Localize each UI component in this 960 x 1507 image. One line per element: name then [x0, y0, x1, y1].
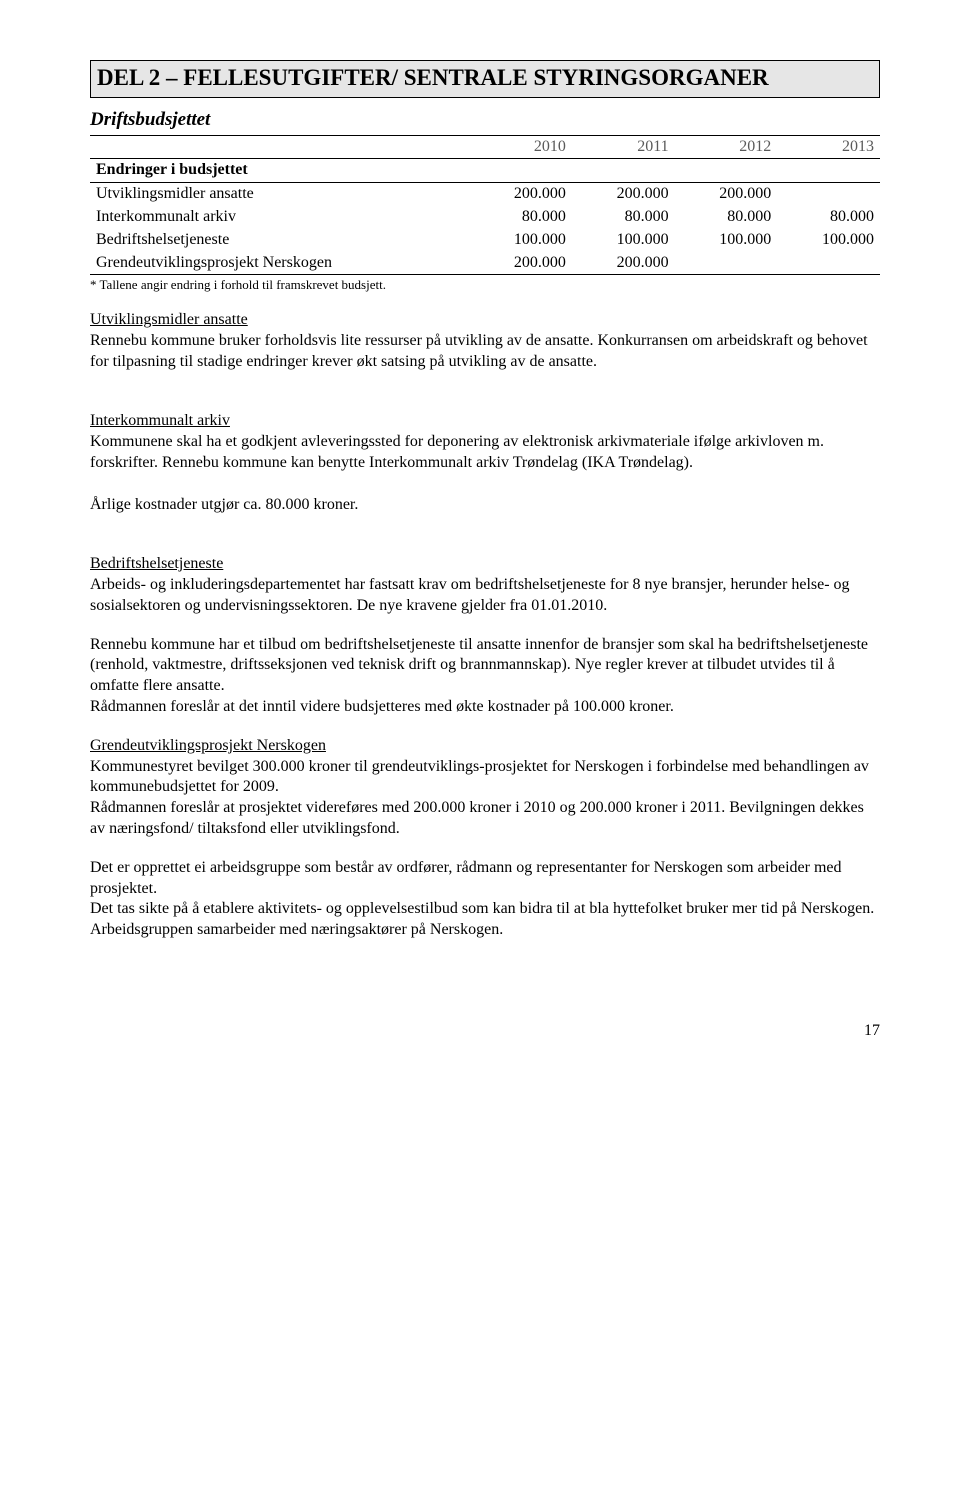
cell: 200.000 — [572, 252, 675, 275]
section-body: Kommunestyret bevilget 300.000 kroner ti… — [90, 758, 869, 796]
col-year: 2013 — [777, 135, 880, 159]
cell — [777, 252, 880, 275]
cell: 200.000 — [675, 183, 778, 206]
section-nerskogen: Grendeutviklingsprosjekt Nerskogen Kommu… — [90, 736, 880, 798]
section-body: Kommunene skal ha et godkjent avlevering… — [90, 433, 824, 471]
section-heading: Bedriftshelsetjeneste — [90, 554, 880, 575]
section-body: Rådmannen foreslår at det inntil videre … — [90, 697, 880, 718]
section-heading: Utviklingsmidler ansatte — [90, 310, 880, 331]
section-bedriftshelsetjeneste: Bedriftshelsetjeneste Arbeids- og inklud… — [90, 554, 880, 616]
cell: 200.000 — [572, 183, 675, 206]
section-body: Rådmannen foreslår at prosjektet videref… — [90, 798, 880, 840]
section-heading: Interkommunalt arkiv — [90, 411, 880, 432]
section-interkommunalt-arkiv: Interkommunalt arkiv Kommunene skal ha e… — [90, 411, 880, 473]
page-title: DEL 2 – FELLESUTGIFTER/ SENTRALE STYRING… — [97, 65, 769, 90]
col-year: 2011 — [572, 135, 675, 159]
cell: 100.000 — [469, 229, 572, 252]
table-header-row: 2010 2011 2012 2013 — [90, 135, 880, 159]
cell — [675, 252, 778, 275]
section-body: Rennebu kommune bruker forholdsvis lite … — [90, 332, 868, 370]
section-body: Arbeids- og inkluderingsdepartementet ha… — [90, 576, 850, 614]
table-row: Interkommunalt arkiv 80.000 80.000 80.00… — [90, 206, 880, 229]
section-body: Det er opprettet ei arbeidsgruppe som be… — [90, 858, 880, 900]
row-label: Interkommunalt arkiv — [90, 206, 469, 229]
col-year: 2010 — [469, 135, 572, 159]
cell: 100.000 — [572, 229, 675, 252]
table-row: Endringer i budsjettet — [90, 159, 880, 183]
table-footnote: * Tallene angir endring i forhold til fr… — [90, 277, 880, 294]
table-row: Bedriftshelsetjeneste 100.000 100.000 10… — [90, 229, 880, 252]
section-body: Det tas sikte på å etablere aktivitets- … — [90, 899, 880, 941]
page-number: 17 — [90, 1021, 880, 1042]
table-row: Grendeutviklingsprosjekt Nerskogen 200.0… — [90, 252, 880, 275]
budget-table: 2010 2011 2012 2013 Endringer i budsjett… — [90, 135, 880, 276]
cell: 80.000 — [675, 206, 778, 229]
endringer-label: Endringer i budsjettet — [90, 159, 469, 183]
cell: 200.000 — [469, 252, 572, 275]
table-row: Utviklingsmidler ansatte 200.000 200.000… — [90, 183, 880, 206]
cell — [777, 183, 880, 206]
subheading-driftsbudsjettet: Driftsbudsjettet — [90, 108, 880, 133]
section-heading: Grendeutviklingsprosjekt Nerskogen — [90, 736, 880, 757]
cell: 200.000 — [469, 183, 572, 206]
cell: 80.000 — [777, 206, 880, 229]
section-body: Årlige kostnader utgjør ca. 80.000 krone… — [90, 495, 880, 516]
section-body: Rennebu kommune har et tilbud om bedrift… — [90, 635, 880, 697]
title-box: DEL 2 – FELLESUTGIFTER/ SENTRALE STYRING… — [90, 60, 880, 98]
section-utviklingsmidler: Utviklingsmidler ansatte Rennebu kommune… — [90, 310, 880, 372]
cell: 80.000 — [572, 206, 675, 229]
cell: 100.000 — [777, 229, 880, 252]
col-year: 2012 — [675, 135, 778, 159]
row-label: Grendeutviklingsprosjekt Nerskogen — [90, 252, 469, 275]
cell: 100.000 — [675, 229, 778, 252]
cell: 80.000 — [469, 206, 572, 229]
row-label: Utviklingsmidler ansatte — [90, 183, 469, 206]
row-label: Bedriftshelsetjeneste — [90, 229, 469, 252]
